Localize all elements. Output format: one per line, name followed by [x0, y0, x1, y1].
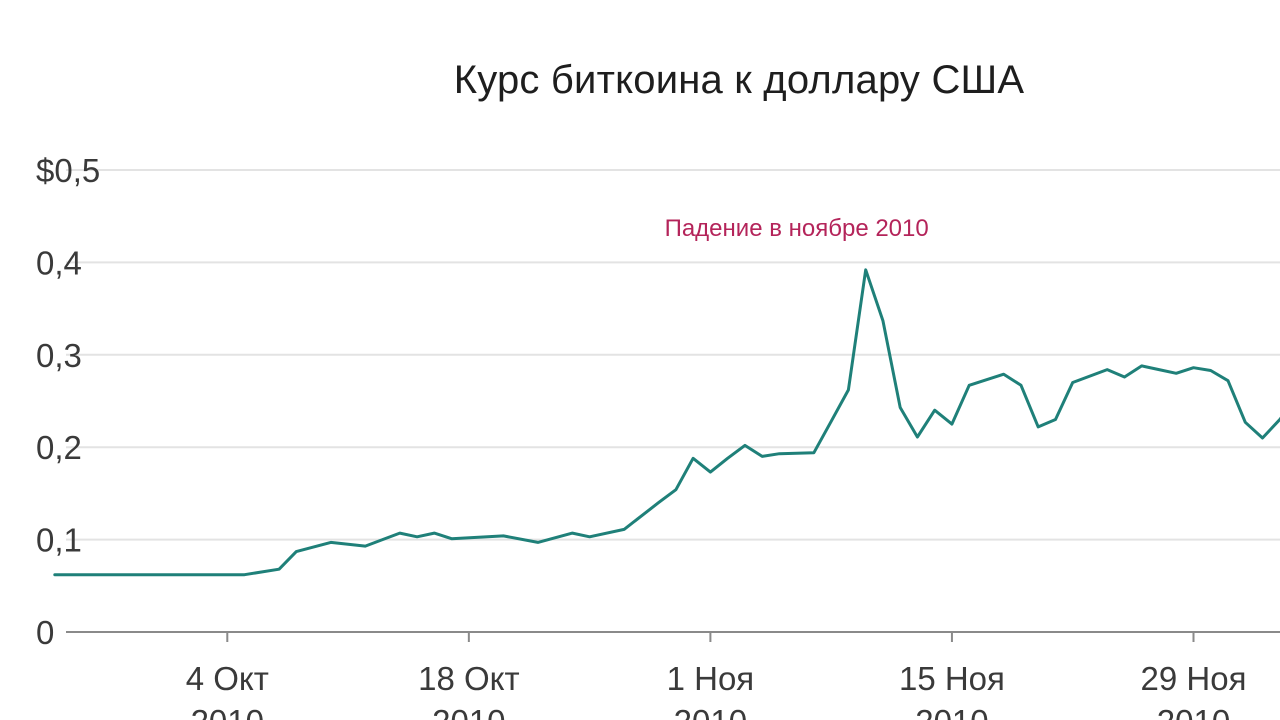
x-tick-label: 15 Ноя: [899, 660, 1005, 697]
x-tick-year-label: 2010: [674, 703, 747, 720]
y-tick-label: $0,5: [36, 152, 100, 189]
chart-title: Курс биткоина к доллару США: [453, 58, 1025, 102]
y-tick-label: 0,1: [36, 522, 82, 559]
y-tick-label: 0: [36, 614, 54, 651]
x-tick-label: 4 Окт: [186, 660, 269, 697]
x-tick-year-label: 2010: [915, 703, 988, 720]
x-tick-year-label: 2010: [432, 703, 505, 720]
x-tick-year-label: 2010: [191, 703, 264, 720]
x-tick-label: 1 Ноя: [667, 660, 755, 697]
x-tick-label: 29 Ноя: [1141, 660, 1247, 697]
x-tick-year-label: 2010: [1157, 703, 1230, 720]
x-tick-label: 18 Окт: [418, 660, 519, 697]
price-line: [53, 268, 1280, 577]
annotation-label: Падение в ноябре 2010: [665, 215, 929, 242]
y-tick-label: 0,3: [36, 337, 82, 374]
y-tick-label: 0,4: [36, 244, 82, 281]
y-tick-label: 0,2: [36, 429, 82, 466]
